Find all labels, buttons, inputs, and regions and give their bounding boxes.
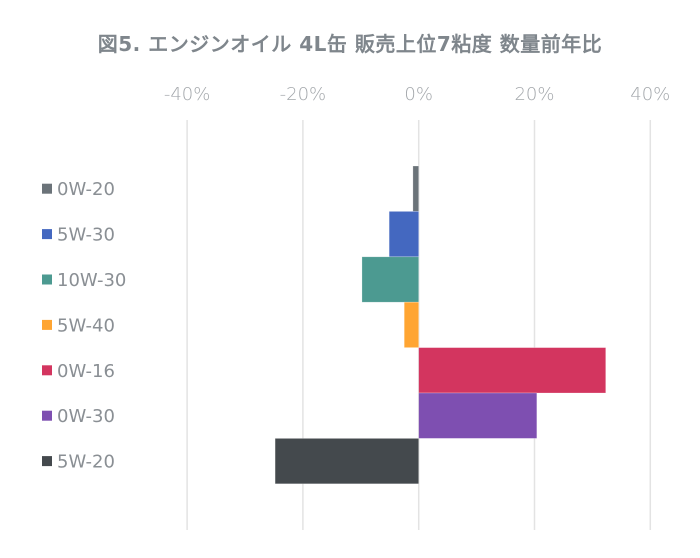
legend-label: 5W-20 (57, 452, 115, 473)
x-tick-label: 0% (404, 84, 433, 105)
bar-5w-30 (388, 211, 419, 258)
chart-title: 図5. エンジンオイル 4L缶 販売上位7粘度 数量前年比 (97, 32, 603, 56)
legend-swatch (42, 183, 52, 194)
bar-10w-30 (361, 256, 420, 303)
x-tick-label: 20% (514, 84, 554, 105)
bar-0w-16 (418, 347, 607, 394)
legend-swatch (42, 410, 52, 421)
x-tick-label: -40% (164, 84, 211, 105)
x-tick-label: -20% (280, 84, 327, 105)
bar-5w-40 (403, 301, 420, 348)
legend-label: 10W-30 (57, 270, 126, 291)
legend-swatch (42, 319, 52, 330)
legend-label: 5W-30 (57, 225, 115, 246)
legend-label: 0W-30 (57, 406, 115, 427)
bar-0w-30 (418, 392, 538, 439)
legend-swatch (42, 365, 52, 376)
x-tick-label: 40% (630, 84, 670, 105)
legend-swatch (42, 456, 52, 467)
legend-label: 0W-16 (57, 361, 115, 382)
bar-5w-20 (274, 438, 419, 485)
legend-swatch (42, 274, 52, 285)
bar-0w-20 (412, 165, 420, 212)
legend-label: 0W-20 (57, 179, 115, 200)
legend-label: 5W-40 (57, 315, 115, 336)
legend-swatch (42, 229, 52, 240)
